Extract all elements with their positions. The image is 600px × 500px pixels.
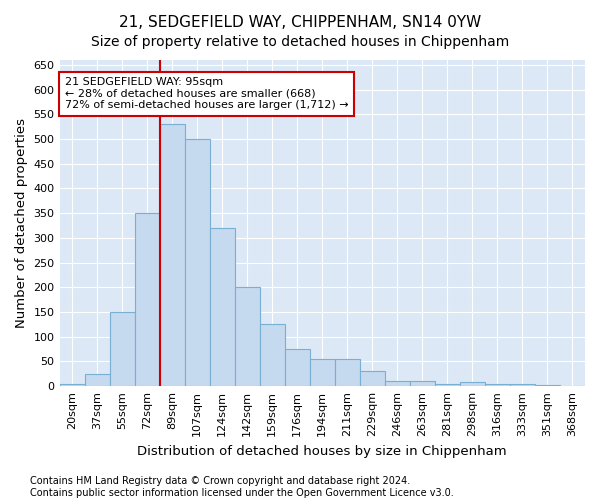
Bar xyxy=(385,381,410,386)
Bar xyxy=(59,384,85,386)
Bar xyxy=(535,385,560,386)
Bar xyxy=(85,374,110,386)
Text: 21 SEDGEFIELD WAY: 95sqm
← 28% of detached houses are smaller (668)
72% of semi-: 21 SEDGEFIELD WAY: 95sqm ← 28% of detach… xyxy=(65,78,348,110)
Text: Contains HM Land Registry data © Crown copyright and database right 2024.
Contai: Contains HM Land Registry data © Crown c… xyxy=(30,476,454,498)
Bar xyxy=(435,384,460,386)
Bar xyxy=(410,381,435,386)
Bar xyxy=(134,213,160,386)
Bar xyxy=(285,349,310,386)
Bar xyxy=(310,359,335,386)
Text: Size of property relative to detached houses in Chippenham: Size of property relative to detached ho… xyxy=(91,35,509,49)
Bar xyxy=(485,384,510,386)
Bar xyxy=(360,372,385,386)
Bar xyxy=(510,384,535,386)
Bar xyxy=(209,228,235,386)
Text: 21, SEDGEFIELD WAY, CHIPPENHAM, SN14 0YW: 21, SEDGEFIELD WAY, CHIPPENHAM, SN14 0YW xyxy=(119,15,481,30)
Bar xyxy=(335,359,360,386)
Bar xyxy=(160,124,185,386)
Bar xyxy=(185,139,209,386)
Bar xyxy=(110,312,134,386)
Bar xyxy=(235,288,260,386)
Bar xyxy=(460,382,485,386)
Bar xyxy=(260,324,285,386)
Y-axis label: Number of detached properties: Number of detached properties xyxy=(15,118,28,328)
X-axis label: Distribution of detached houses by size in Chippenham: Distribution of detached houses by size … xyxy=(137,444,507,458)
